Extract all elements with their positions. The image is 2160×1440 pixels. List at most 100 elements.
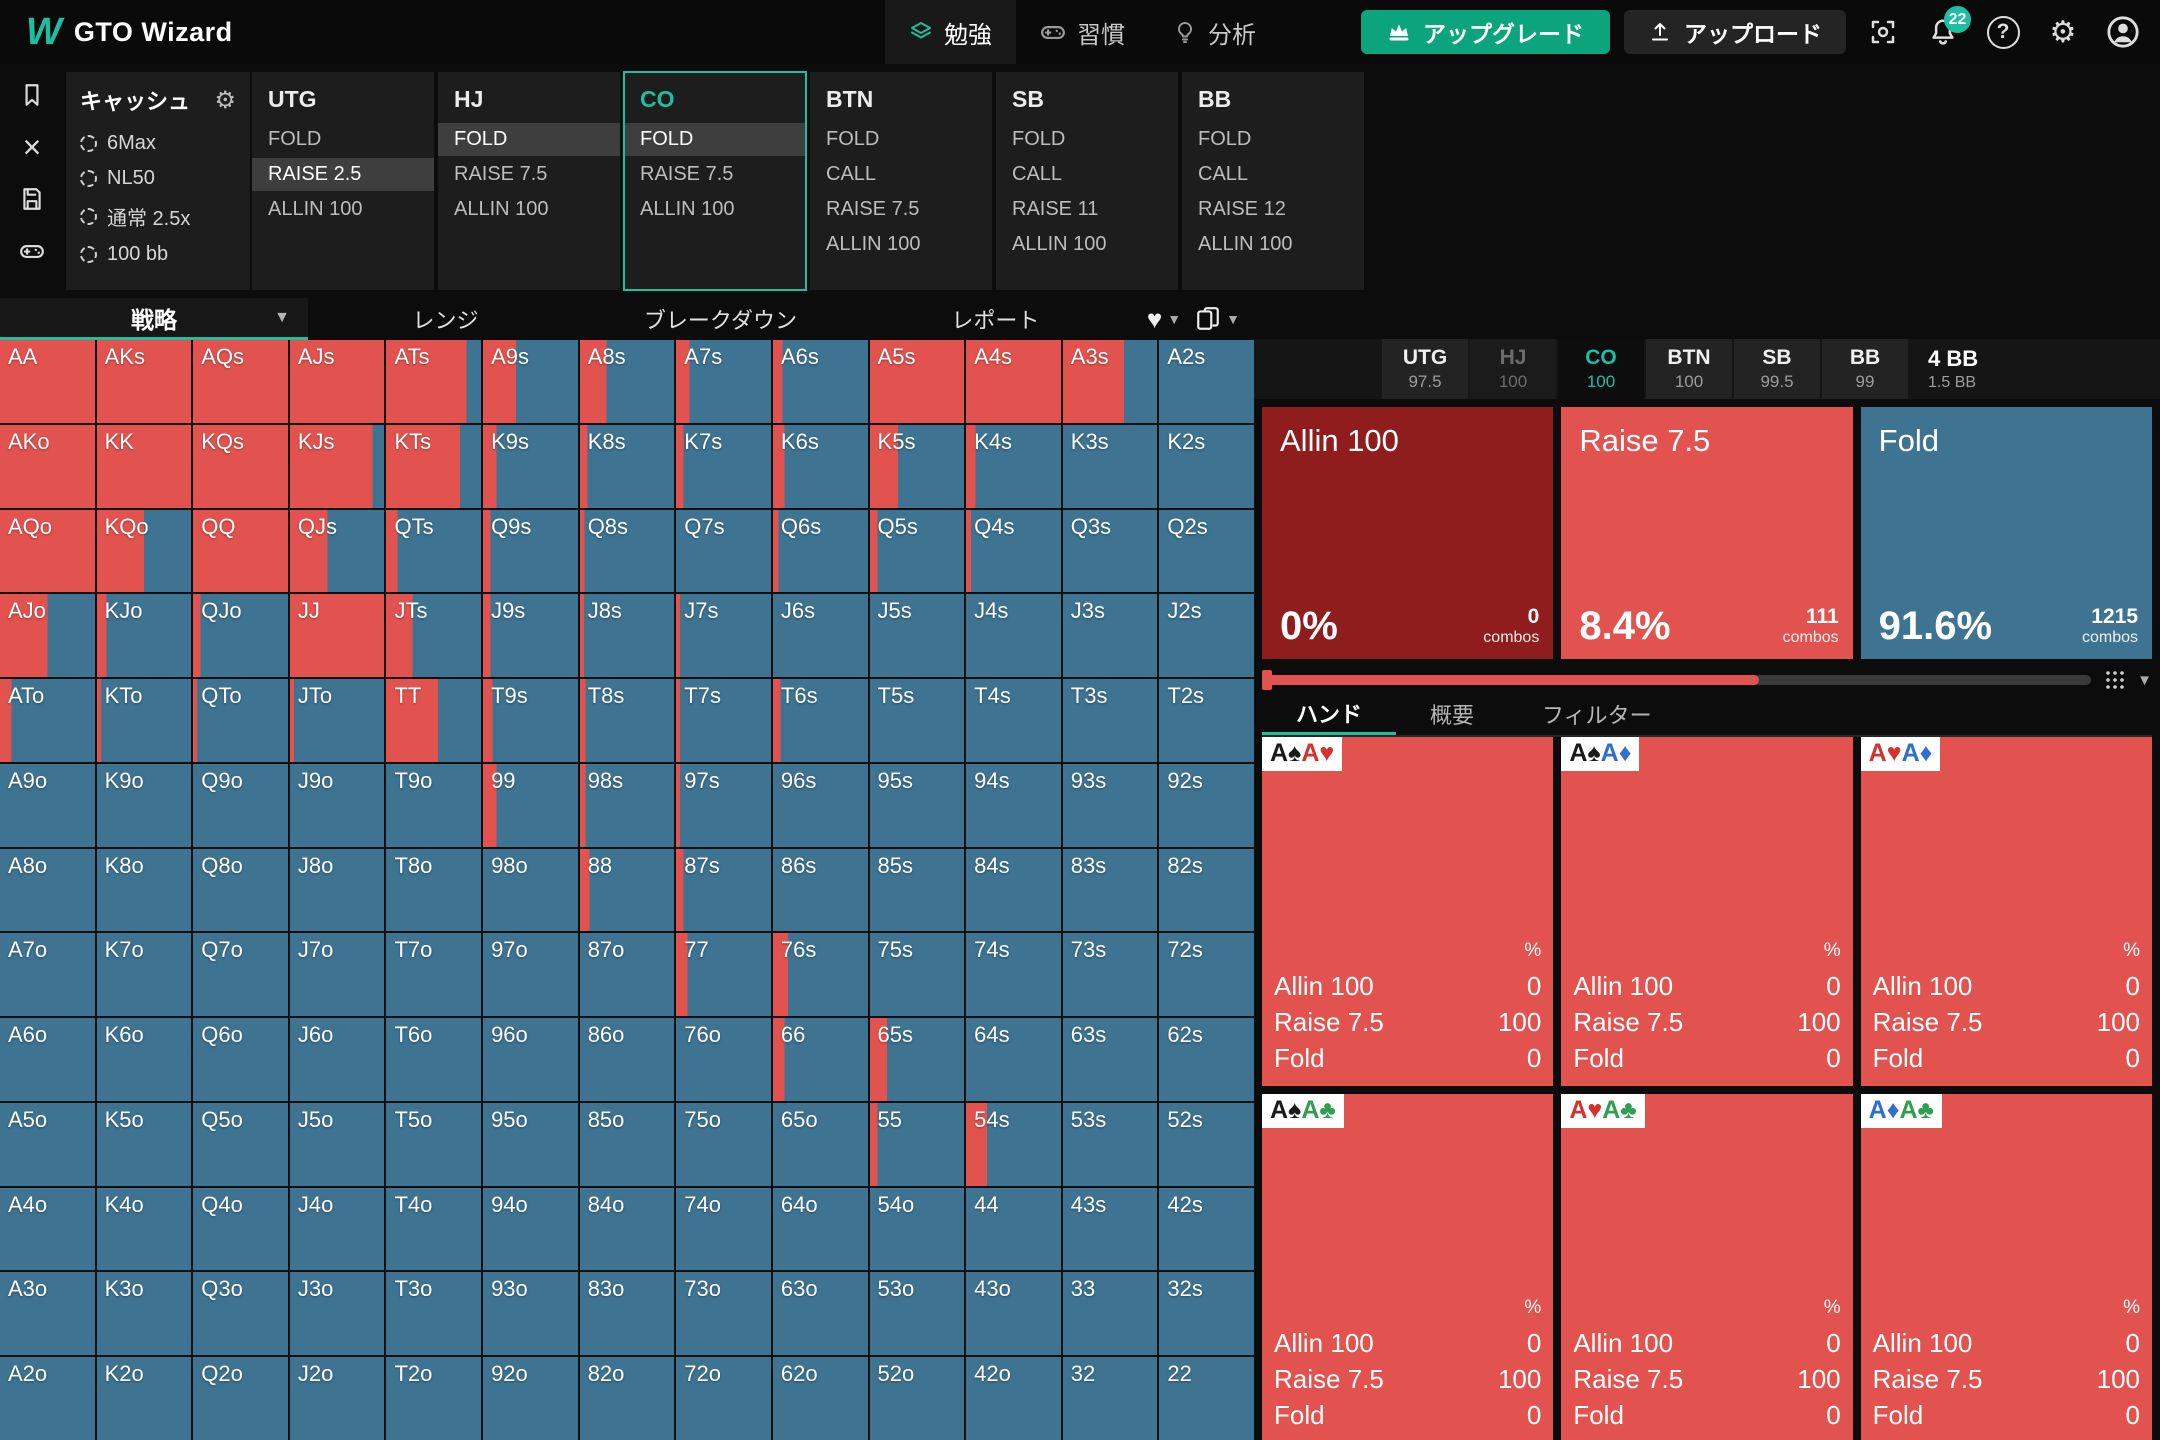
action-UTG-ALLIN-100[interactable]: ALLIN 100 (268, 198, 363, 220)
matrix-cell-72s[interactable]: 72s (1159, 933, 1254, 1017)
matrix-cell-83s[interactable]: 83s (1062, 848, 1158, 932)
matrix-cell-K8s[interactable]: K8s (579, 424, 675, 508)
position-panel-CO[interactable]: CO FOLD RAISE 7.5 ALLIN 100 (623, 71, 807, 291)
matrix-cell-32[interactable]: 32 (1062, 1357, 1158, 1440)
matrix-cell-KQs[interactable]: KQs (193, 424, 288, 508)
matrix-cell-Q7s[interactable]: Q7s (676, 509, 771, 593)
action-HJ-ALLIN-100[interactable]: ALLIN 100 (454, 198, 549, 220)
action-CO-RAISE-7.5[interactable]: RAISE 7.5 (640, 163, 734, 185)
matrix-cell-Q6s[interactable]: Q6s (772, 509, 868, 593)
gear-icon[interactable]: ⚙ (2049, 15, 2077, 49)
matrix-cell-Q5s[interactable]: Q5s (869, 509, 965, 593)
matrix-cell-73o[interactable]: 73o (676, 1272, 771, 1356)
action-SB-RAISE-11[interactable]: RAISE 11 (1012, 198, 1099, 220)
matrix-cell-QJs[interactable]: QJs (289, 509, 385, 593)
matrix-cell-AQo[interactable]: AQo (0, 509, 95, 593)
hand-tab-ハンド[interactable]: ハンド (1262, 693, 1397, 735)
matrix-cell-64o[interactable]: 64o (772, 1187, 868, 1271)
upload-button[interactable]: アップロード (1624, 10, 1846, 54)
matrix-cell-T5o[interactable]: T5o (386, 1102, 482, 1186)
action-HJ-RAISE-7.5[interactable]: RAISE 7.5 (454, 163, 548, 185)
action-card-Allin-100[interactable]: Allin 100 0% 0 combos (1262, 407, 1554, 659)
matrix-cell-32s[interactable]: 32s (1159, 1272, 1254, 1356)
matrix-cell-J9s[interactable]: J9s (483, 594, 578, 678)
stack-segment-BTN[interactable]: BTN 100 (1646, 339, 1732, 399)
hand-combo-card-AhAd[interactable]: A♥ A♦% Allin 100 0 Raise 7.5 100 Fold 0 (1860, 737, 2152, 1086)
matrix-cell-A5o[interactable]: A5o (0, 1102, 95, 1186)
chevron-down-icon[interactable]: ▼ (2137, 671, 2152, 689)
matrix-cell-A4o[interactable]: A4o (0, 1187, 95, 1271)
nav-item-習慣[interactable]: 習慣 (1016, 0, 1149, 64)
display-mode-dropdown[interactable]: ▼ (1195, 306, 1240, 332)
matrix-cell-T9s[interactable]: T9s (483, 679, 578, 762)
matrix-cell-AQs[interactable]: AQs (193, 340, 288, 423)
matrix-cell-Q2o[interactable]: Q2o (193, 1357, 288, 1440)
gamepad-icon[interactable] (9, 230, 55, 272)
stack-segment-CO[interactable]: CO 100 (1558, 339, 1644, 399)
matrix-cell-84s[interactable]: 84s (966, 848, 1061, 932)
action-BB-FOLD[interactable]: FOLD (1198, 128, 1252, 150)
action-UTG-FOLD[interactable]: FOLD (268, 128, 322, 150)
hand-tab-フィルター[interactable]: フィルター (1542, 703, 1652, 728)
matrix-cell-33[interactable]: 33 (1062, 1272, 1158, 1356)
matrix-cell-J8o[interactable]: J8o (289, 848, 385, 932)
stack-segment-HJ[interactable]: HJ 100 (1470, 339, 1556, 399)
matrix-cell-AJs[interactable]: AJs (289, 340, 385, 423)
matrix-cell-J3o[interactable]: J3o (289, 1272, 385, 1356)
matrix-cell-83o[interactable]: 83o (579, 1272, 675, 1356)
nav-item-分析[interactable]: 分析 (1149, 0, 1280, 64)
position-panel-UTG[interactable]: UTG FOLD RAISE 2.5 ALLIN 100 (252, 72, 434, 290)
close-icon[interactable]: × (22, 129, 42, 165)
stack-segment-UTG[interactable]: UTG 97.5 (1382, 339, 1468, 399)
matrix-cell-87o[interactable]: 87o (579, 933, 675, 1017)
matrix-cell-T8s[interactable]: T8s (579, 679, 675, 762)
matrix-cell-TT[interactable]: TT (386, 679, 482, 762)
position-panel-HJ[interactable]: HJ FOLD RAISE 7.5 ALLIN 100 (438, 72, 620, 290)
matrix-cell-Q7o[interactable]: Q7o (193, 933, 288, 1017)
matrix-cell-T9o[interactable]: T9o (386, 763, 482, 847)
matrix-cell-J2o[interactable]: J2o (289, 1357, 385, 1440)
matrix-cell-Q9o[interactable]: Q9o (193, 763, 288, 847)
matrix-cell-QTo[interactable]: QTo (193, 679, 288, 762)
matrix-cell-55[interactable]: 55 (869, 1102, 965, 1186)
matrix-cell-A8s[interactable]: A8s (579, 340, 675, 423)
matrix-cell-Q2s[interactable]: Q2s (1159, 509, 1254, 593)
matrix-cell-86o[interactable]: 86o (579, 1018, 675, 1101)
table-scanner-icon[interactable] (1860, 9, 1906, 55)
matrix-cell-94s[interactable]: 94s (966, 763, 1061, 847)
matrix-cell-86s[interactable]: 86s (772, 848, 868, 932)
matrix-cell-Q5o[interactable]: Q5o (193, 1102, 288, 1186)
matrix-cell-Q3o[interactable]: Q3o (193, 1272, 288, 1356)
matrix-cell-K6o[interactable]: K6o (96, 1018, 192, 1101)
matrix-cell-A9o[interactable]: A9o (0, 763, 95, 847)
matrix-cell-53s[interactable]: 53s (1062, 1102, 1158, 1186)
matrix-cell-95s[interactable]: 95s (869, 763, 965, 847)
matrix-cell-T7s[interactable]: T7s (676, 679, 771, 762)
brand[interactable]: W GTO Wizard (0, 0, 259, 64)
action-BB-RAISE-12[interactable]: RAISE 12 (1198, 198, 1286, 220)
matrix-cell-Q4o[interactable]: Q4o (193, 1187, 288, 1271)
matrix-cell-AA[interactable]: AA (0, 340, 95, 423)
stack-segment-BB[interactable]: BB 99 (1822, 339, 1908, 399)
matrix-cell-KTo[interactable]: KTo (96, 679, 192, 762)
upgrade-button[interactable]: アップグレード (1361, 10, 1610, 54)
tab-レンジ[interactable]: レンジ (412, 308, 479, 333)
action-HJ-FOLD[interactable]: FOLD (438, 123, 620, 156)
matrix-cell-K7o[interactable]: K7o (96, 933, 192, 1017)
matrix-cell-A3s[interactable]: A3s (1062, 340, 1158, 423)
help-icon[interactable]: ? (1980, 9, 2026, 55)
hand-combo-card-AdAc[interactable]: A♦ A♣% Allin 100 0 Raise 7.5 100 Fold 0 (1860, 1094, 2152, 1440)
action-card-Fold[interactable]: Fold 91.6% 1215 combos (1860, 407, 2152, 659)
matrix-cell-K3o[interactable]: K3o (96, 1272, 192, 1356)
matrix-cell-A6o[interactable]: A6o (0, 1018, 95, 1101)
matrix-cell-Q4s[interactable]: Q4s (966, 509, 1061, 593)
matrix-cell-82s[interactable]: 82s (1159, 848, 1254, 932)
matrix-cell-22[interactable]: 22 (1159, 1357, 1254, 1440)
hand-combo-card-AsAd[interactable]: A♠ A♦% Allin 100 0 Raise 7.5 100 Fold 0 (1561, 737, 1853, 1086)
action-BTN-RAISE-7.5[interactable]: RAISE 7.5 (826, 198, 920, 220)
matrix-cell-98s[interactable]: 98s (579, 763, 675, 847)
save-icon[interactable] (9, 178, 55, 220)
matrix-cell-JJ[interactable]: JJ (289, 594, 385, 678)
matrix-cell-A2o[interactable]: A2o (0, 1357, 95, 1440)
matrix-cell-96s[interactable]: 96s (772, 763, 868, 847)
